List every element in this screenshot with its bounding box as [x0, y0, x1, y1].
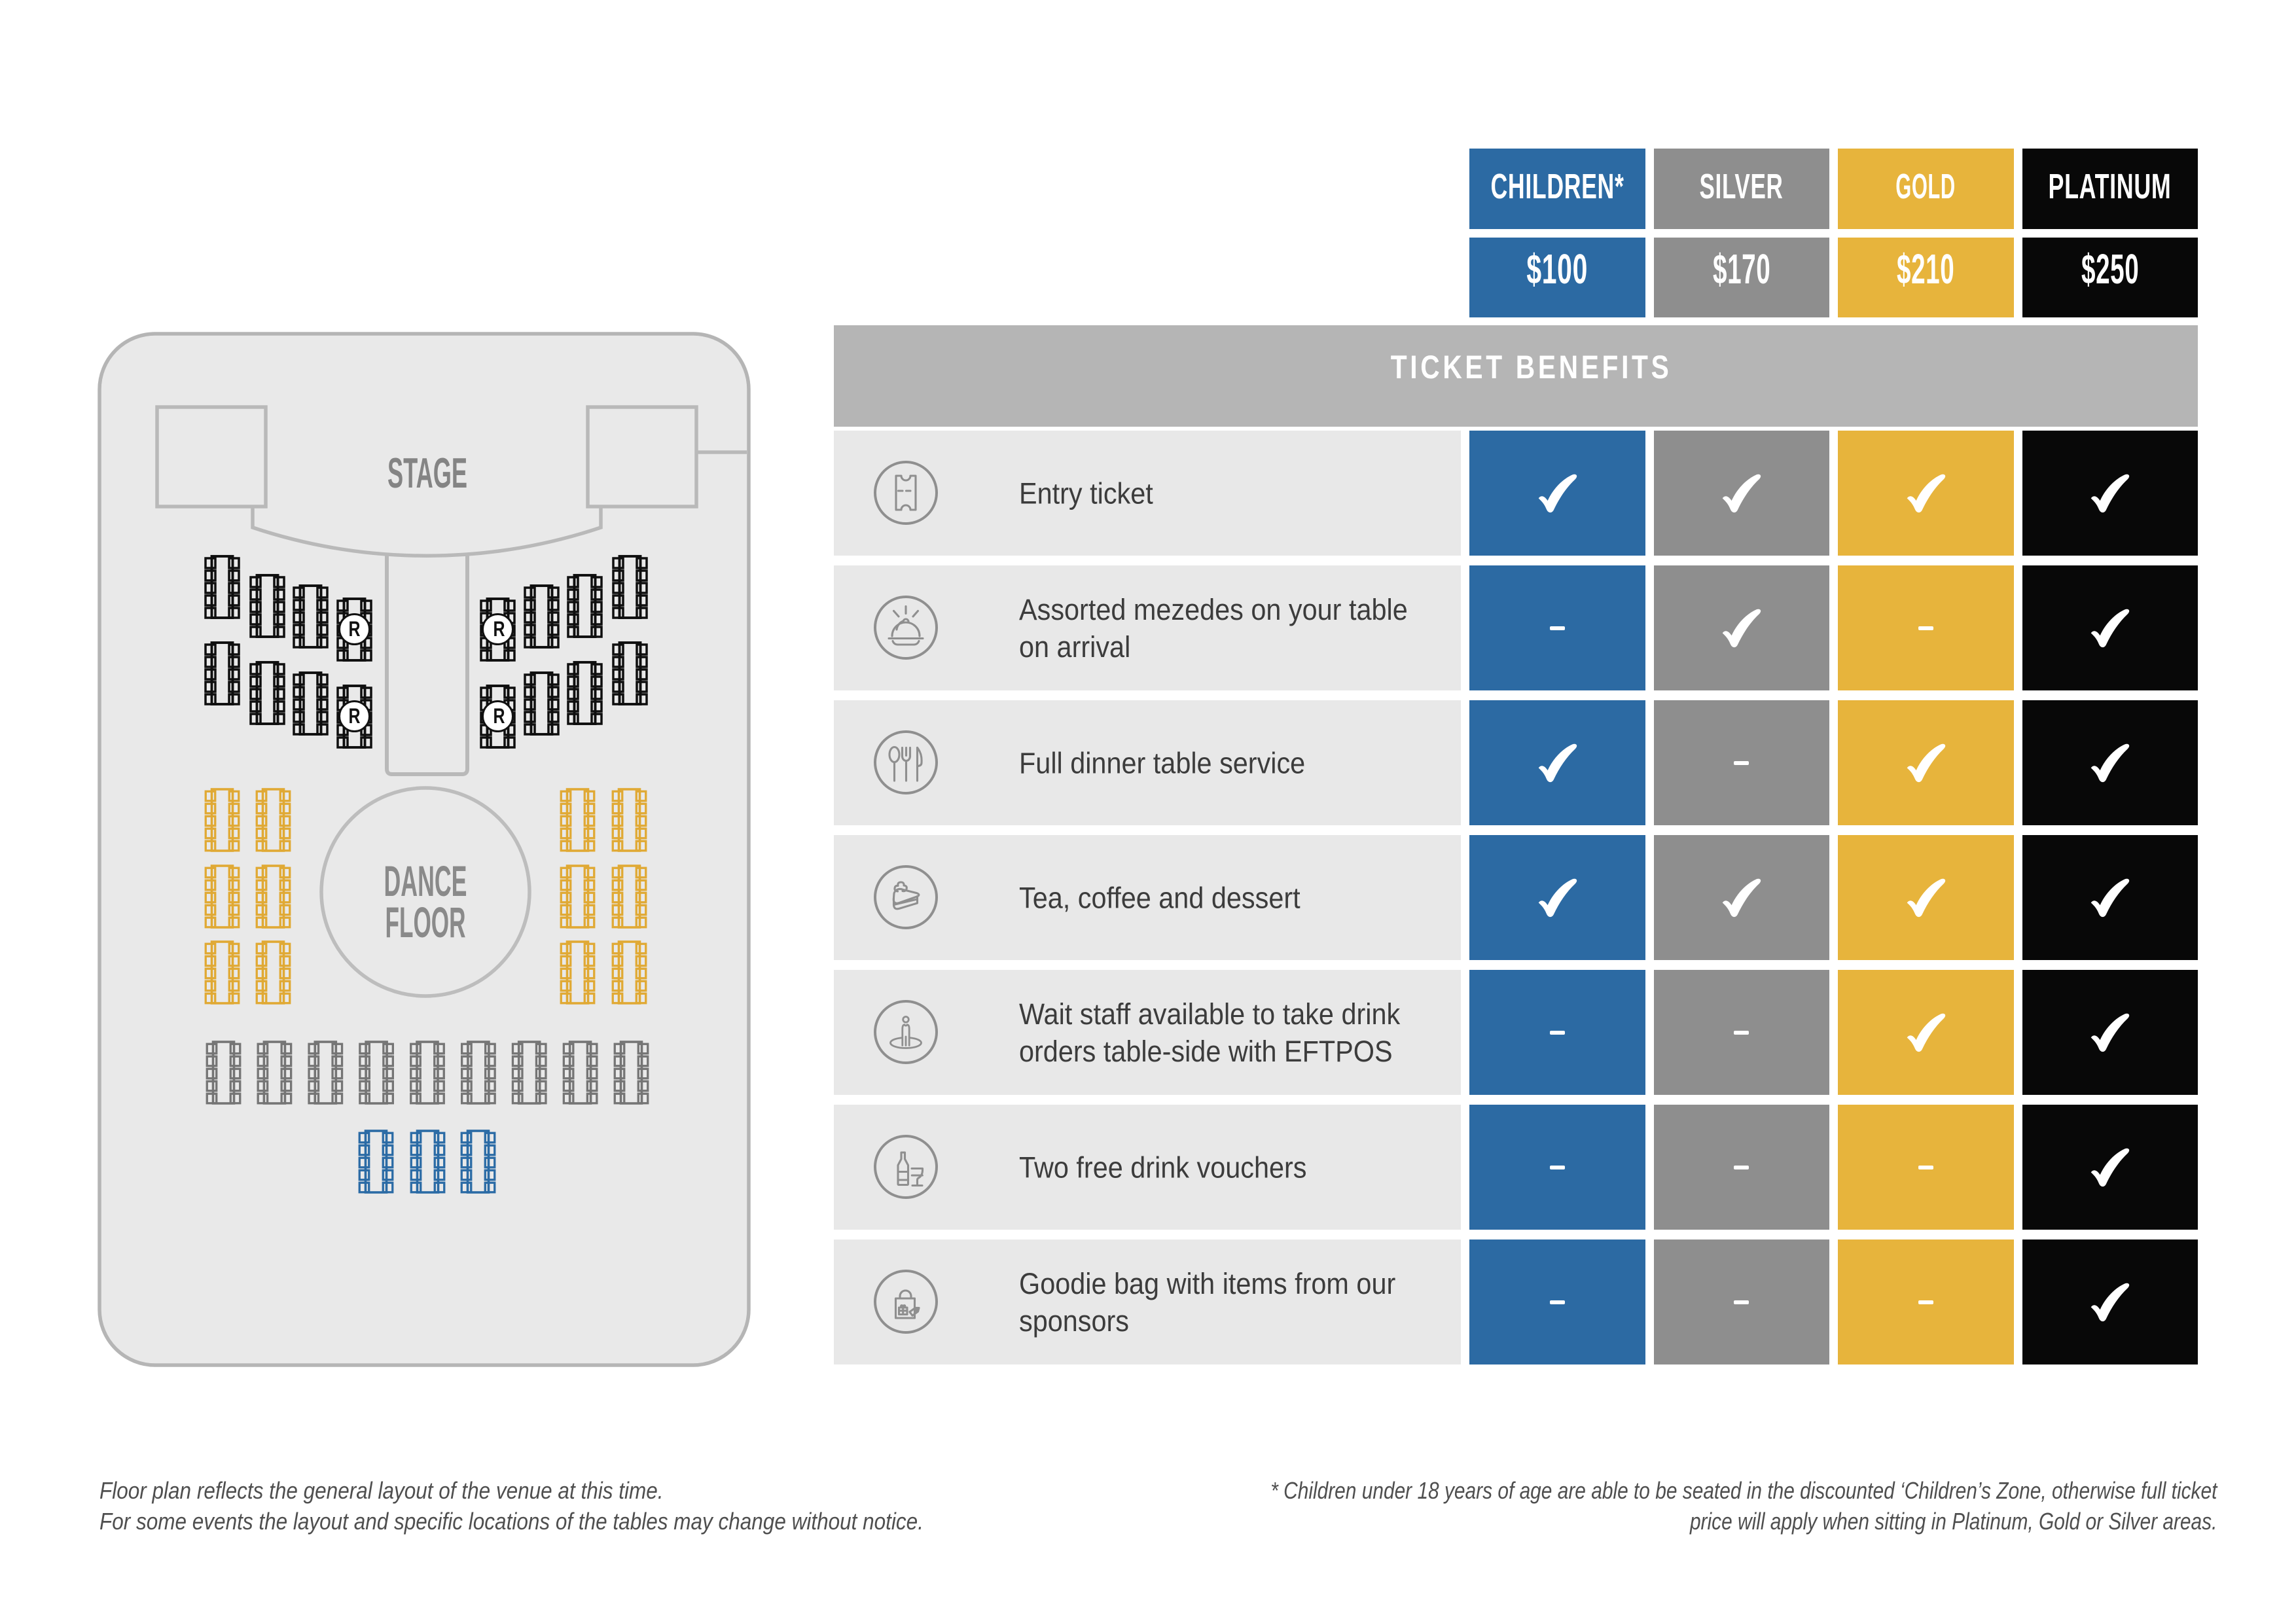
svg-text:R: R — [349, 704, 361, 728]
svg-text:R: R — [493, 617, 505, 641]
svg-text:R: R — [493, 704, 505, 728]
svg-text:R: R — [349, 617, 361, 641]
svg-text:STAGE: STAGE — [387, 449, 467, 497]
svg-text:FLOOR: FLOOR — [386, 898, 466, 946]
svg-text:DANCE: DANCE — [384, 857, 467, 905]
